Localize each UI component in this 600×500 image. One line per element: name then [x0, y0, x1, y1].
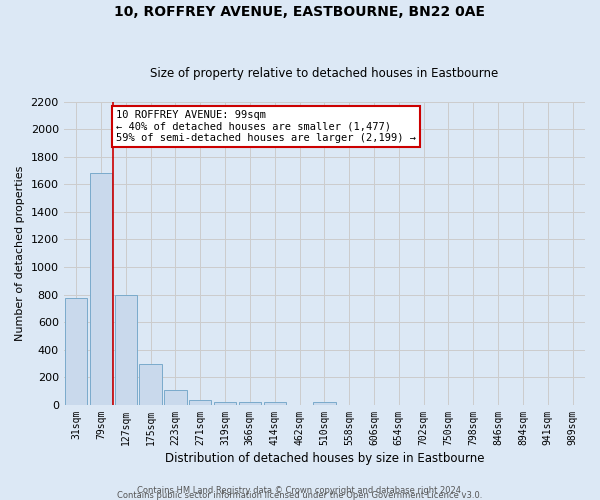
Y-axis label: Number of detached properties: Number of detached properties: [15, 166, 25, 341]
Text: Contains HM Land Registry data © Crown copyright and database right 2024.: Contains HM Land Registry data © Crown c…: [137, 486, 463, 495]
Bar: [239, 402, 261, 405]
Bar: [90, 173, 112, 405]
Bar: [313, 402, 335, 405]
Bar: [139, 364, 162, 405]
Bar: [189, 400, 211, 405]
Text: Contains public sector information licensed under the Open Government Licence v3: Contains public sector information licen…: [118, 491, 482, 500]
Bar: [164, 390, 187, 405]
Bar: [65, 298, 87, 405]
Title: Size of property relative to detached houses in Eastbourne: Size of property relative to detached ho…: [150, 66, 499, 80]
X-axis label: Distribution of detached houses by size in Eastbourne: Distribution of detached houses by size …: [164, 452, 484, 465]
Text: 10 ROFFREY AVENUE: 99sqm
← 40% of detached houses are smaller (1,477)
59% of sem: 10 ROFFREY AVENUE: 99sqm ← 40% of detach…: [116, 110, 416, 143]
Bar: [263, 402, 286, 405]
Text: 10, ROFFREY AVENUE, EASTBOURNE, BN22 0AE: 10, ROFFREY AVENUE, EASTBOURNE, BN22 0AE: [115, 5, 485, 19]
Bar: [115, 294, 137, 405]
Bar: [214, 402, 236, 405]
